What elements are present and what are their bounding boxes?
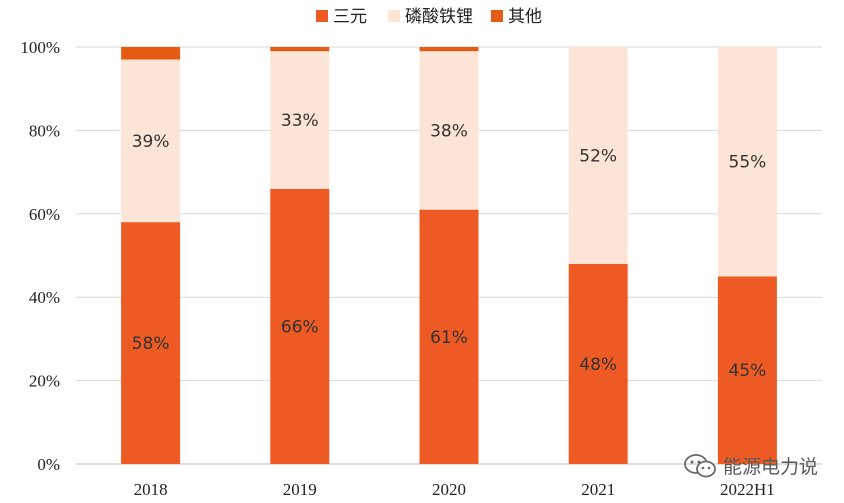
legend: 三元 磷酸铁锂 其他	[316, 7, 542, 27]
data-label: 33%	[281, 111, 319, 131]
legend-swatch	[388, 10, 400, 22]
x-tick-label: 2020	[432, 480, 466, 499]
y-tick-label: 0%	[37, 455, 60, 474]
x-tick-label: 2021	[581, 480, 615, 499]
bar-segment	[270, 51, 330, 189]
bar-segment	[717, 276, 777, 464]
bar-segment	[717, 47, 777, 277]
watermark: 能源电力说	[683, 452, 818, 479]
bar-segment	[270, 47, 330, 52]
bar-segment	[419, 51, 479, 210]
data-labels: 58% 39% 66% 33% 61% 38% 48% 52% 45% 55%	[132, 111, 767, 381]
wechat-icon	[684, 453, 716, 477]
data-label: 66%	[281, 317, 319, 337]
bar-segment	[121, 47, 181, 60]
data-label: 39%	[132, 132, 170, 152]
legend-swatch	[316, 10, 328, 22]
data-label: 38%	[430, 121, 468, 141]
data-label: 52%	[579, 146, 617, 166]
y-tick-label: 100%	[20, 38, 60, 57]
data-label: 55%	[729, 153, 767, 173]
data-label: 48%	[579, 355, 617, 375]
bar-segment	[270, 188, 330, 464]
legend-label: 磷酸铁锂	[405, 7, 473, 27]
bar-segment	[419, 47, 479, 52]
bar-segment	[121, 222, 181, 464]
bar-segment	[568, 263, 628, 464]
x-tick-label: 2018	[134, 480, 168, 499]
legend-swatch	[491, 10, 503, 22]
y-tick-label: 20%	[29, 372, 60, 391]
y-tick-label: 80%	[29, 121, 60, 140]
bars	[121, 47, 777, 464]
data-label: 58%	[132, 334, 170, 354]
legend-label: 三元	[333, 7, 367, 27]
bar-segment	[419, 209, 479, 464]
data-label: 45%	[729, 361, 767, 381]
bar-segment	[568, 47, 628, 264]
data-label: 61%	[430, 328, 468, 348]
watermark-text: 能源电力说	[722, 456, 818, 478]
y-tick-label: 60%	[29, 205, 60, 224]
x-tick-label: 2022H1	[720, 480, 775, 499]
bar-segment	[121, 59, 181, 223]
x-tick-label: 2019	[283, 480, 317, 499]
y-tick-label: 40%	[29, 288, 60, 307]
y-axis: 0% 20% 40% 60% 80% 100%	[20, 38, 60, 474]
x-axis: 2018 2019 2020 2021 2022H1	[134, 480, 775, 499]
legend-label: 其他	[508, 7, 542, 27]
